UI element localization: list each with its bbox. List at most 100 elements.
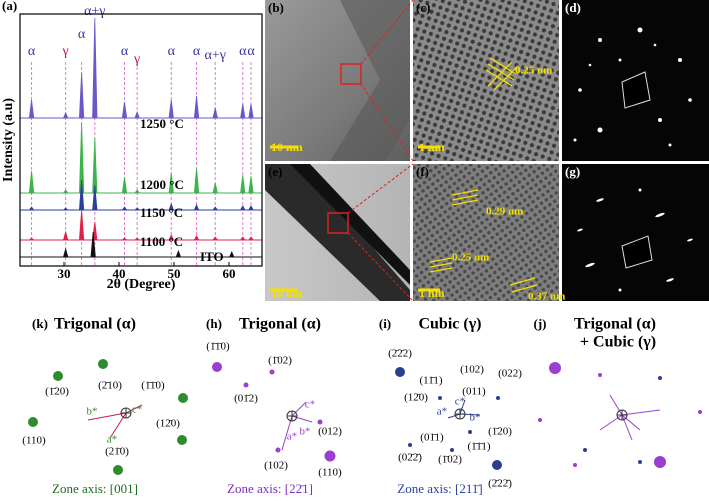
diffraction-spot	[178, 393, 188, 403]
phase-label: α	[193, 44, 201, 59]
phase-label: γ	[133, 52, 140, 67]
spot-index: (1̄1̄0)	[141, 380, 165, 392]
xrd-peak	[92, 137, 98, 194]
xrd-peak	[240, 205, 246, 211]
xrd-peak	[122, 237, 127, 241]
panel-label: (f)	[416, 164, 429, 179]
xrd-peak	[193, 204, 200, 211]
reciprocal-vector	[621, 414, 641, 431]
panel-label: (g)	[565, 164, 580, 179]
series-label: 1250 °C	[140, 116, 184, 131]
xrd-peak	[28, 99, 35, 119]
spot-index: (012)	[318, 426, 342, 438]
vector-label: c*	[455, 396, 465, 408]
spot-index: (12̄0)	[404, 392, 428, 404]
diffraction-spot	[113, 465, 123, 475]
pattern-title: + Cubic (γ)	[580, 334, 656, 351]
spot-index: (102)	[264, 460, 288, 472]
zoom-line	[360, 0, 414, 65]
diffraction-spot	[583, 448, 587, 452]
panel-label: (e)	[268, 164, 282, 179]
spot-index: (11̄1)	[419, 375, 442, 387]
zoom-box	[340, 63, 362, 85]
zoom-line	[360, 83, 414, 162]
spot-index: (1̄02)	[268, 355, 292, 367]
diffraction-spot	[598, 373, 602, 377]
xrd-peak	[240, 236, 246, 241]
xrd-peak	[193, 95, 200, 119]
xrd-peak	[134, 189, 140, 194]
saed-spots	[573, 27, 693, 292]
phase-label: α	[168, 44, 176, 59]
xrd-peak	[212, 206, 218, 211]
reciprocal-vector	[609, 394, 623, 416]
xrd-peak	[229, 251, 235, 258]
spot-index: (01̄2)	[234, 393, 258, 405]
tem-image	[413, 164, 559, 301]
series-label: 1100 °C	[140, 234, 183, 249]
diffraction-spot	[549, 362, 561, 374]
spot-index: (102)	[460, 364, 484, 376]
xrd-peak	[134, 237, 140, 241]
spot-index: (2̄2̄2)	[388, 348, 412, 360]
scale-bar-label: 10 nm	[271, 140, 303, 154]
spot-index: (01̄1)	[420, 432, 444, 444]
plot-frame	[19, 13, 263, 267]
vector-label: c*	[305, 399, 315, 411]
diffraction-spot	[538, 418, 542, 422]
xrd-peak	[248, 103, 254, 119]
vector-label: a*	[107, 434, 117, 446]
diffraction-spot	[654, 456, 666, 468]
diffraction-spot	[98, 359, 108, 369]
panel-label: (k)	[32, 316, 48, 331]
xrd-peak	[121, 206, 128, 211]
x-axis-label: 2θ (Degree)	[107, 277, 176, 292]
scale-bar-label: 1 nm	[419, 140, 445, 154]
spot-index: (02̄2̄)	[398, 452, 422, 464]
vector-label: b*	[87, 406, 98, 418]
spot-index: (011)	[462, 386, 486, 398]
diffraction-spot	[243, 382, 249, 388]
xrd-peak	[121, 176, 128, 194]
xrd-peak	[168, 234, 174, 241]
x-tick-label: 60	[223, 266, 236, 281]
xrd-peak	[212, 182, 218, 194]
xrd-peak	[121, 101, 128, 119]
xrd-peak	[168, 202, 174, 211]
zone-axis: Zone axis: [211̄]	[397, 481, 482, 496]
scale-bar-label: 1 nm	[419, 286, 445, 300]
xrd-peak	[212, 107, 218, 119]
xrd-peak	[212, 236, 218, 241]
pattern-title: Cubic (γ)	[418, 316, 481, 333]
reciprocal-vector	[621, 409, 661, 416]
reciprocal-vector	[87, 412, 127, 421]
diffraction-spot	[438, 396, 442, 400]
zoom-line	[347, 163, 414, 214]
diffraction-spot	[450, 448, 454, 452]
spot-index: (1̄1̄0)	[206, 341, 230, 353]
reciprocal-vector	[291, 401, 307, 417]
phase-label: α	[28, 44, 36, 59]
x-tick-label: 50	[168, 266, 181, 281]
vector-label: a*	[287, 431, 297, 443]
zoom-box	[327, 212, 349, 234]
pattern-title: Trigonal (α)	[54, 316, 136, 333]
panel-label: (a)	[2, 0, 17, 13]
diffraction-spot	[468, 430, 472, 434]
diffraction-spot	[638, 460, 642, 464]
phase-label: γ	[62, 44, 69, 59]
diffraction-spot	[317, 419, 323, 425]
phase-label: α	[78, 27, 86, 42]
reciprocal-vector	[447, 413, 461, 419]
diffraction-spot	[408, 443, 412, 447]
vector-label: c*	[132, 404, 142, 416]
x-tick-label: 30	[58, 266, 71, 281]
xrd-peak	[79, 209, 85, 241]
reciprocal-vector	[281, 415, 293, 451]
reciprocal-vector	[291, 415, 313, 423]
panel-label: (i)	[379, 316, 391, 331]
phase-label: α	[239, 44, 247, 59]
xrd-peak	[134, 110, 140, 119]
series-label: 1200 °C	[140, 177, 184, 192]
